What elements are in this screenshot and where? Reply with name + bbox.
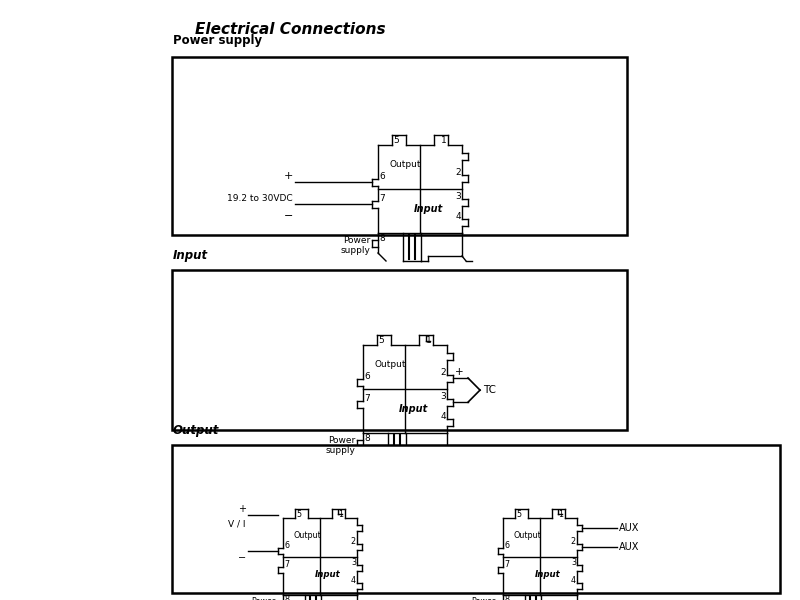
Text: 1: 1 (558, 510, 564, 519)
Text: Power
supply: Power supply (325, 436, 355, 455)
Text: 6: 6 (504, 541, 509, 550)
Text: Electrical Connections: Electrical Connections (195, 22, 386, 37)
Text: 2: 2 (455, 168, 461, 177)
Text: 2: 2 (571, 537, 576, 546)
Text: −: − (284, 211, 293, 221)
Text: Power
supply: Power supply (470, 597, 496, 600)
Text: 5: 5 (516, 510, 522, 519)
Text: 3: 3 (440, 392, 446, 401)
Text: 1: 1 (442, 136, 447, 145)
Text: −: − (238, 553, 246, 563)
Text: Output: Output (374, 360, 406, 369)
Text: 1: 1 (338, 510, 344, 519)
Text: 2: 2 (440, 368, 446, 377)
Text: Power supply: Power supply (173, 34, 262, 47)
Text: 5: 5 (393, 136, 398, 145)
Text: +: + (284, 172, 293, 181)
Text: 8: 8 (379, 233, 385, 242)
Bar (172, 57, 627, 235)
Text: 8: 8 (364, 434, 370, 443)
Text: 6: 6 (284, 541, 289, 550)
Text: Output: Output (293, 531, 321, 540)
Text: 8: 8 (504, 595, 509, 600)
Text: 1: 1 (426, 336, 432, 345)
Text: AUX: AUX (619, 523, 640, 533)
Text: Input: Input (534, 569, 560, 578)
Text: Power
supply: Power supply (340, 236, 370, 255)
Text: 3: 3 (455, 192, 461, 201)
Text: 7: 7 (284, 560, 289, 569)
Text: Output: Output (513, 531, 541, 540)
Bar (172, 445, 780, 593)
Text: 6: 6 (379, 172, 385, 181)
Text: 4: 4 (571, 576, 576, 585)
Text: 7: 7 (379, 194, 385, 203)
Text: Input: Input (314, 569, 340, 578)
Text: 19.2 to 30VDC: 19.2 to 30VDC (227, 194, 293, 203)
Text: V / I: V / I (228, 520, 246, 529)
Text: 3: 3 (571, 559, 576, 568)
Text: 4: 4 (455, 212, 461, 221)
Text: Input: Input (414, 204, 443, 214)
Text: 7: 7 (364, 394, 370, 403)
Text: Power
supply: Power supply (250, 597, 276, 600)
Text: 7: 7 (504, 560, 509, 569)
Text: 3: 3 (351, 559, 356, 568)
Text: +: + (455, 367, 464, 377)
Text: Input: Input (398, 404, 428, 414)
Text: TC: TC (483, 385, 496, 395)
Text: Output: Output (173, 424, 219, 437)
Text: 5: 5 (296, 510, 302, 519)
Text: +: + (238, 505, 246, 514)
Text: 4: 4 (440, 412, 446, 421)
Text: 2: 2 (351, 537, 356, 546)
Text: 6: 6 (364, 373, 370, 382)
Text: Output: Output (390, 160, 421, 169)
Bar (172, 270, 627, 430)
Text: Input: Input (173, 249, 208, 262)
Text: 4: 4 (351, 576, 356, 585)
Text: AUX: AUX (619, 542, 640, 552)
Text: 8: 8 (284, 595, 289, 600)
Text: 5: 5 (378, 336, 384, 345)
